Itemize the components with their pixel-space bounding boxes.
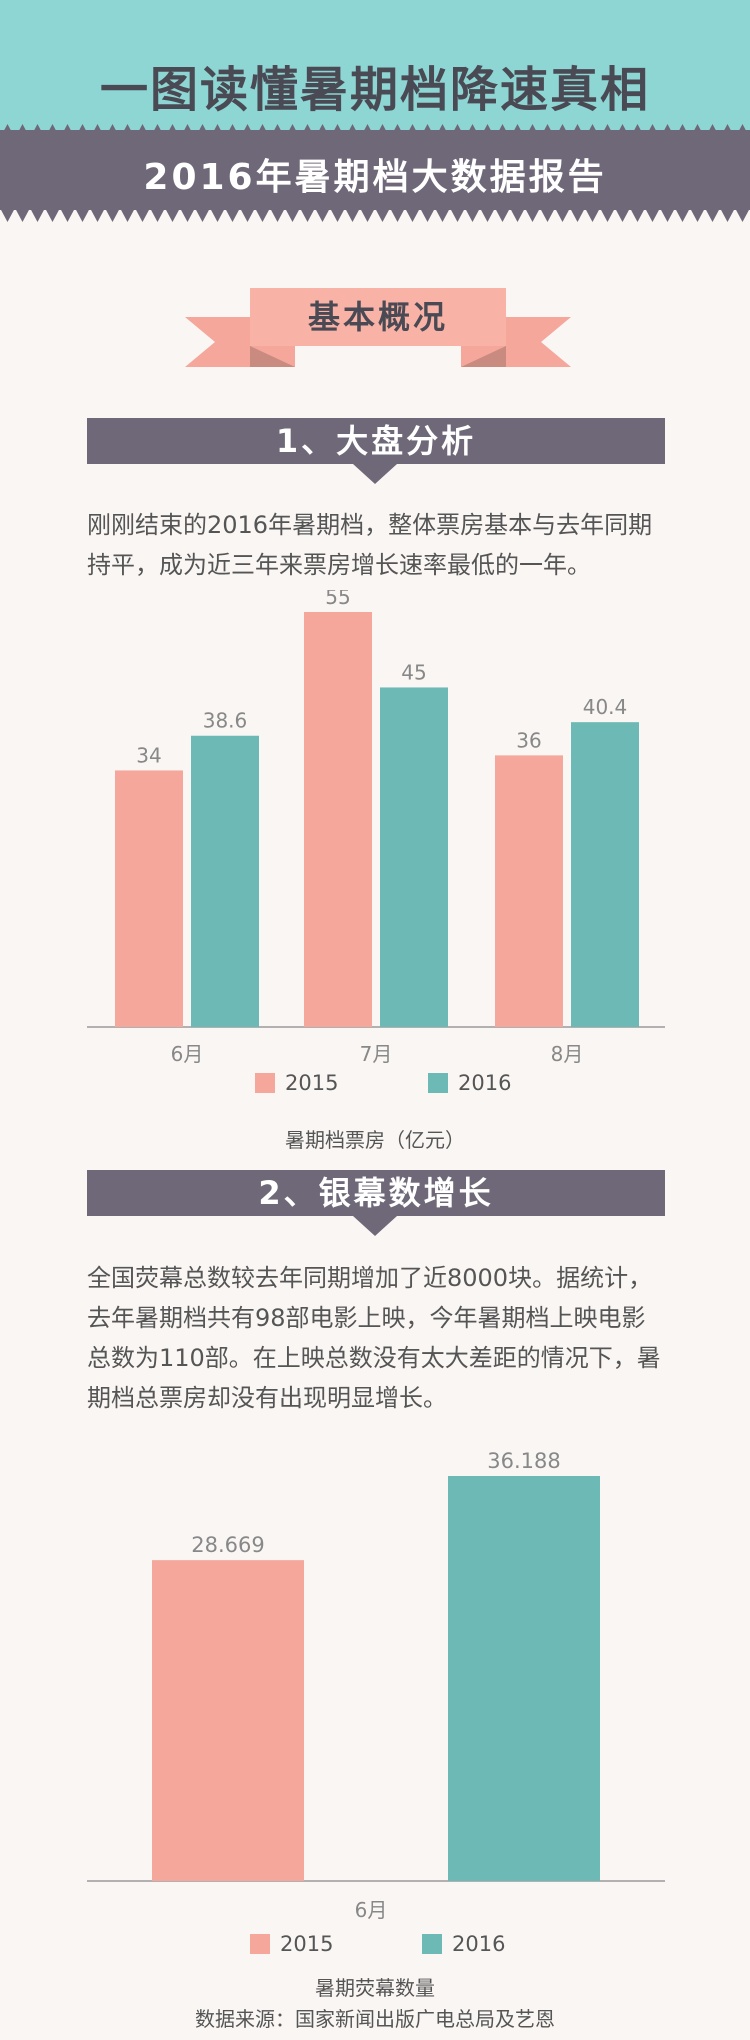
legend-swatch-2015	[255, 1073, 275, 1093]
legend2-item-2015: 2015	[250, 1929, 333, 1959]
bar-value-label: 28.669	[191, 1533, 264, 1557]
section2-arrow-icon	[353, 1216, 397, 1236]
zigzag-bottom-divider	[0, 208, 750, 222]
bar-value-label: 55	[325, 590, 350, 609]
box-office-chart: 34 38.6 6月 55 45 7月 36 40.4 8月	[87, 590, 665, 1066]
legend-label-2015: 2015	[285, 1071, 339, 1095]
section1-title: 1、大盘分析	[275, 422, 477, 460]
bar-value-label: 38.6	[203, 709, 248, 733]
bar-value-label: 34	[136, 743, 161, 767]
legend2-swatch-2015	[250, 1934, 270, 1954]
x-tick-label: 8月	[551, 1042, 584, 1066]
legend-label-2016: 2016	[458, 1071, 512, 1095]
bar-2015-6月	[115, 770, 183, 1027]
legend-item-2016: 2016	[428, 1068, 511, 1098]
bar-value-label: 40.4	[583, 695, 628, 719]
ribbon-right-fold	[461, 346, 506, 367]
ribbon-label: 基本概况	[307, 298, 448, 336]
x-tick-label: 7月	[360, 1042, 393, 1066]
x-tick-label: 6月	[355, 1898, 388, 1920]
subtitle-band	[0, 130, 750, 210]
chart2-title: 暑期荧幕数量	[315, 1976, 435, 2000]
data-source: 数据来源：国家新闻出版广电总局及艺恩	[195, 2007, 555, 2031]
section2-text: 全国荧幕总数较去年同期增加了近8000块。据统计，去年暑期档共有98部电影上映，…	[87, 1264, 661, 1412]
section1-arrow-icon	[353, 464, 397, 484]
chart1-legend: 2015 2016	[0, 1068, 750, 1098]
bar-2015-6月	[152, 1560, 304, 1881]
bar-2016-6月	[191, 735, 259, 1027]
chart2-legend: 2015 2016	[0, 1929, 750, 1959]
ribbon-banner	[185, 317, 571, 367]
ribbon-left-fold	[250, 346, 295, 367]
section1-text: 刚刚结束的2016年暑期档，整体票房基本与去年同期持平，成为近三年来票房增长速率…	[87, 511, 653, 579]
screen-count-chart: 28.669 36.188 6月	[87, 1449, 665, 1920]
ribbon-center	[250, 288, 506, 346]
bar-value-label: 36	[516, 728, 541, 752]
section2-title: 2、银幕数增长	[258, 1174, 494, 1212]
bar-2016-7月	[380, 687, 448, 1027]
bar-value-label: 36.188	[487, 1449, 560, 1473]
bar-2016-8月	[571, 722, 639, 1027]
page-subtitle: 2016年暑期档大数据报告	[143, 157, 607, 198]
bar-2015-7月	[304, 612, 372, 1027]
bar-value-label: 45	[401, 660, 426, 684]
page-title: 一图读懂暑期档降速真相	[99, 62, 650, 118]
chart1-title: 暑期档票房（亿元）	[285, 1128, 465, 1152]
legend2-item-2016: 2016	[422, 1929, 505, 1959]
section2-bar	[87, 1170, 665, 1216]
section1-bar	[87, 418, 665, 464]
x-tick-label: 6月	[171, 1042, 204, 1066]
legend2-label-2015: 2015	[280, 1932, 334, 1956]
legend2-swatch-2016	[422, 1934, 442, 1954]
header-band	[0, 0, 750, 135]
bar-2016-6月	[448, 1476, 600, 1881]
legend-swatch-2016	[428, 1073, 448, 1093]
legend-item-2015: 2015	[255, 1068, 338, 1098]
bar-2015-8月	[495, 755, 563, 1027]
legend2-label-2016: 2016	[452, 1932, 506, 1956]
